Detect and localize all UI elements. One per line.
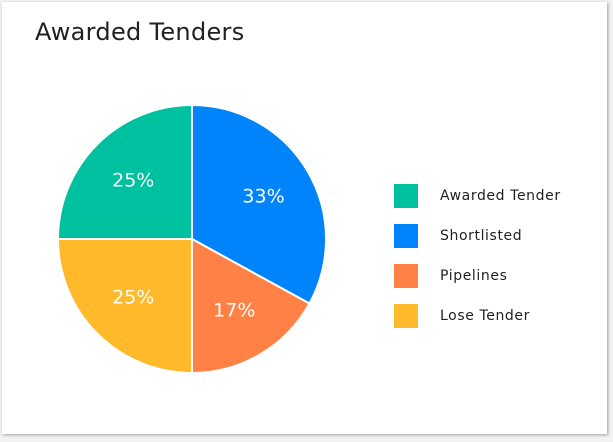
legend-item-awarded-tender[interactable]: Awarded Tender bbox=[394, 176, 561, 216]
pie-slice-shortlisted[interactable] bbox=[191, 103, 327, 305]
legend-label: Shortlisted bbox=[440, 228, 523, 244]
legend-item-pipelines[interactable]: Pipelines bbox=[394, 256, 561, 296]
pie-slice-label: 25% bbox=[112, 287, 154, 309]
legend-label: Awarded Tender bbox=[440, 188, 561, 204]
chart-card: Awarded Tenders 25% 33% 17% 25% Awarded Ten… bbox=[2, 2, 607, 434]
pie-slice-lose-tender[interactable] bbox=[56, 238, 193, 375]
legend-label: Lose Tender bbox=[440, 308, 530, 324]
legend-item-lose-tender[interactable]: Lose Tender bbox=[394, 296, 561, 336]
legend-swatch bbox=[394, 184, 418, 208]
pie-slice-label: 33% bbox=[242, 186, 284, 208]
chart-legend: Awarded Tender Shortlisted Pipelines Los… bbox=[394, 176, 561, 336]
pie-slice-awarded-tender[interactable] bbox=[56, 103, 193, 240]
legend-item-shortlisted[interactable]: Shortlisted bbox=[394, 216, 561, 256]
legend-swatch bbox=[394, 264, 418, 288]
legend-swatch bbox=[394, 304, 418, 328]
pie-slice-label: 17% bbox=[213, 300, 255, 322]
pie-slice-label: 25% bbox=[112, 169, 154, 191]
legend-swatch bbox=[394, 224, 418, 248]
pie-chart: 25% 33% 17% 25% bbox=[56, 103, 327, 375]
chart-title: Awarded Tenders bbox=[35, 18, 245, 46]
legend-label: Pipelines bbox=[440, 268, 508, 284]
pie-slice-pipelines[interactable] bbox=[191, 237, 311, 375]
